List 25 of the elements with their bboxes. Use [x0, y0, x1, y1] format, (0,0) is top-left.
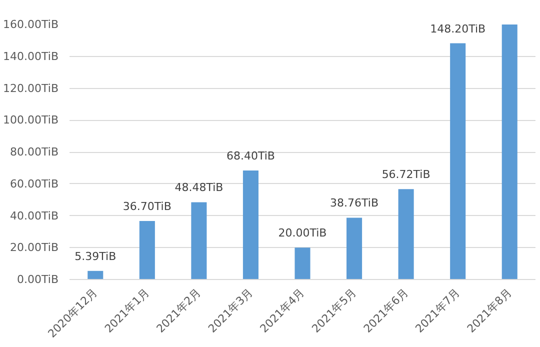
data-label: 68.40TiB: [226, 149, 275, 162]
y-tick-label: 80.00TiB: [10, 146, 59, 158]
y-tick-label: 160.00TiB: [3, 18, 59, 31]
y-tick-label: 0.00TiB: [17, 273, 59, 286]
data-label: 36.70TiB: [122, 200, 172, 214]
y-tick-label: 100.00TiB: [3, 114, 59, 127]
bar: [450, 43, 466, 280]
bar: [502, 24, 518, 280]
y-tick-label: 20.00TiB: [10, 241, 59, 254]
data-label: 5.39TiB: [74, 250, 116, 263]
bar: [398, 189, 414, 280]
data-label: 38.76TiB: [330, 196, 379, 210]
y-tick-label: 140.00TiB: [3, 50, 59, 63]
bar: [294, 248, 310, 280]
bar: [346, 218, 362, 280]
data-label: 20.00TiB: [278, 226, 327, 240]
y-tick-label: 120.00TiB: [3, 82, 59, 95]
bar: [139, 221, 155, 280]
y-tick-label: 40.00TiB: [10, 209, 59, 222]
y-tick-label: 60.00TiB: [10, 177, 59, 190]
bar: [88, 270, 104, 280]
data-label: 48.48TiB: [174, 181, 224, 194]
data-label: 56.72TiB: [382, 168, 430, 182]
bar: [242, 170, 258, 280]
bar: [191, 202, 207, 280]
